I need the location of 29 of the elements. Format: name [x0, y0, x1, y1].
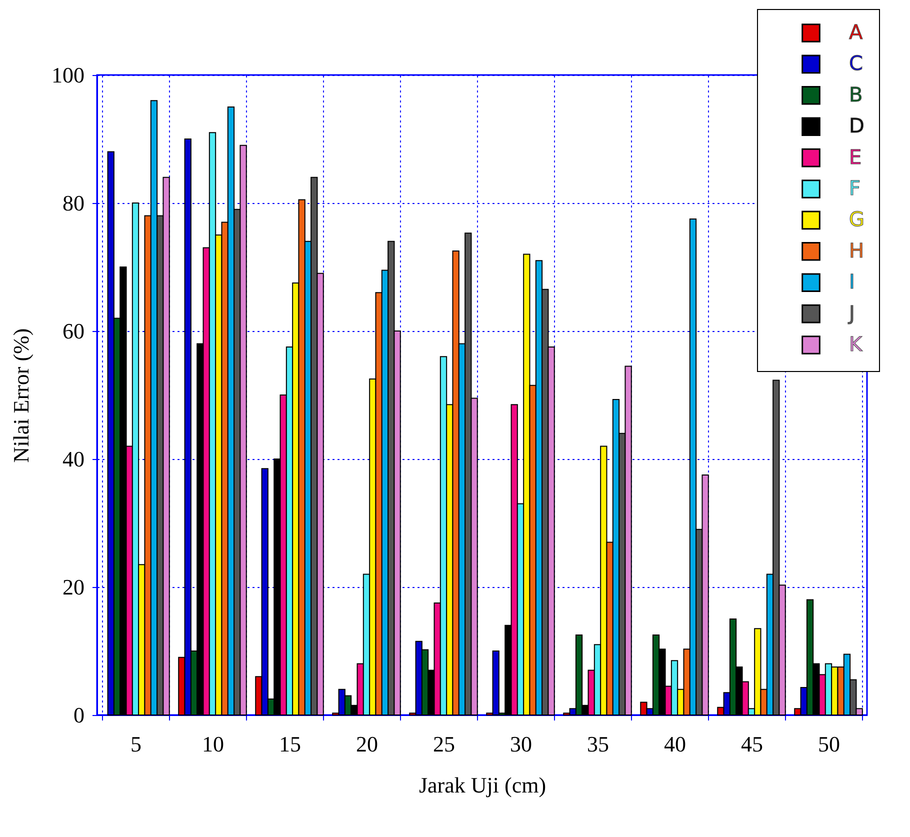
x-tick-label: 5 — [130, 732, 142, 756]
legend-label: F — [849, 176, 861, 200]
y-tick-label: 100 — [52, 62, 84, 88]
legend-label: K — [849, 332, 863, 356]
y-tick-label: 40 — [62, 446, 84, 472]
legend-label: J — [847, 300, 855, 325]
legend-label: A — [849, 20, 863, 44]
y-axis-title: Nilai Error (%) — [8, 328, 34, 463]
x-tick-label: 50 — [818, 732, 840, 756]
x-tick-label: 35 — [587, 732, 609, 756]
x-tick-label: 20 — [356, 732, 378, 756]
x-tick-label: 10 — [202, 732, 224, 756]
x-tick-label: 40 — [664, 732, 686, 756]
x-tick-label: 45 — [741, 732, 763, 756]
legend-label: G — [849, 207, 864, 232]
y-tick-label: 20 — [62, 574, 84, 600]
x-axis-title: Jarak Uji (cm) — [418, 772, 546, 798]
y-tick-label: 0 — [74, 702, 84, 728]
legend-label: D — [849, 114, 864, 138]
legend-label: H — [849, 238, 864, 262]
x-tick-label: 30 — [510, 732, 532, 756]
x-tick-label: 15 — [279, 732, 301, 756]
legend-label: C — [849, 51, 863, 76]
legend-label: B — [849, 82, 863, 106]
legend-label: E — [849, 144, 862, 169]
legend-label: I — [849, 270, 855, 294]
y-tick-label: 60 — [62, 318, 84, 344]
y-tick-label: 80 — [62, 190, 84, 216]
x-tick-label: 25 — [433, 732, 455, 756]
